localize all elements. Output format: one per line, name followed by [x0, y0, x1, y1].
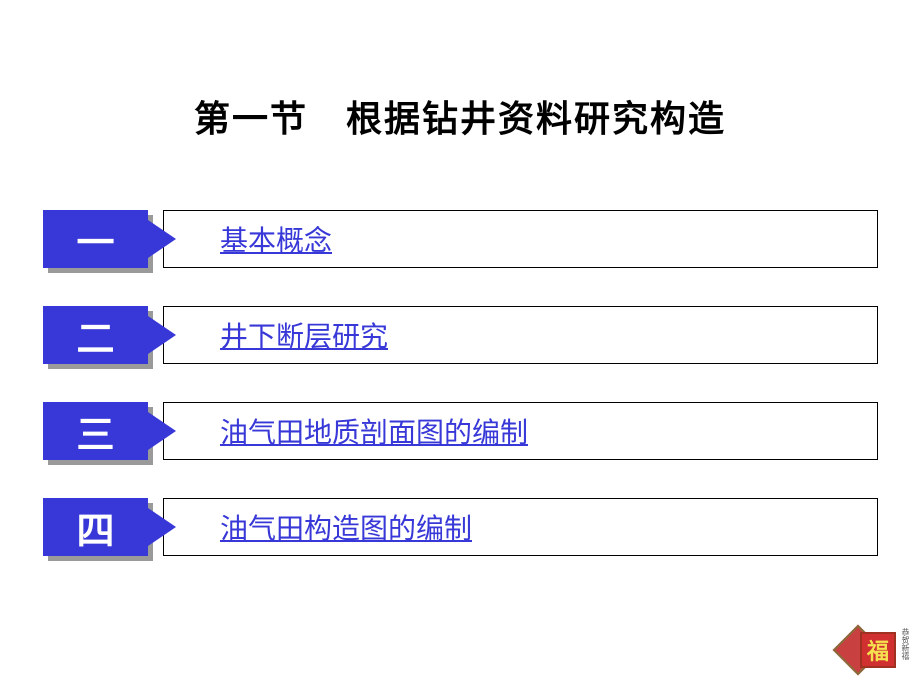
number-badge: 二: [43, 306, 148, 364]
toc-link-downhole-fault[interactable]: 井下断层研究: [220, 315, 388, 355]
number-badge: 一: [43, 210, 148, 268]
decoration-fu-icon: 福: [860, 632, 896, 668]
arrow-icon: [148, 220, 176, 258]
arrow-icon: [148, 412, 176, 450]
item-textbox: 井下断层研究: [163, 306, 878, 364]
toc-link-basic-concepts[interactable]: 基本概念: [220, 219, 332, 259]
slide-title: 第一节 根据钻井资料研究构造: [0, 90, 920, 142]
corner-decoration: 福 恭贺新禧: [838, 624, 910, 680]
toc-link-geological-profile[interactable]: 油气田地质剖面图的编制: [220, 411, 528, 451]
number-badge: 四: [43, 498, 148, 556]
toc-link-structure-map[interactable]: 油气田构造图的编制: [220, 507, 472, 547]
arrow-icon: [148, 508, 176, 546]
arrow-icon: [148, 316, 176, 354]
decoration-side-text: 恭贺新禧: [898, 628, 910, 660]
item-textbox: 油气田地质剖面图的编制: [163, 402, 878, 460]
number-badge: 三: [43, 402, 148, 460]
item-textbox: 基本概念: [163, 210, 878, 268]
item-textbox: 油气田构造图的编制: [163, 498, 878, 556]
